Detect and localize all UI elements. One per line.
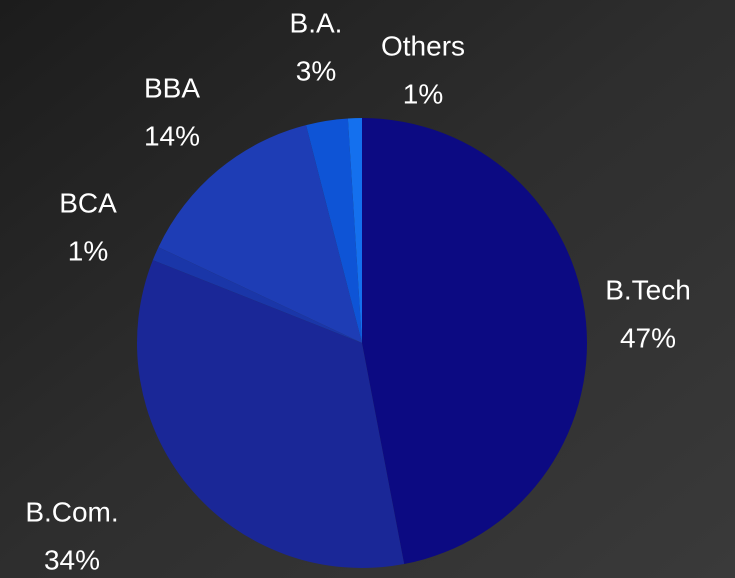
slice-value-label: 14% (144, 120, 200, 151)
slice-label: BBA (144, 72, 200, 103)
slice-value-label: 47% (620, 322, 676, 353)
slice-label: B.A. (290, 7, 343, 38)
slice-value-label: 34% (44, 544, 100, 575)
chart: B.Tech 47% B.Com. 34% BCA 1% BBA 14% B.A. 3% Other… (0, 0, 735, 578)
slice-value-label: 1% (403, 78, 443, 109)
slice-label: B.Tech (605, 274, 691, 305)
slice-label: Others (381, 30, 465, 61)
slice-label: B.Com. (25, 496, 118, 527)
slice-value-label: 1% (68, 235, 108, 266)
slice-value-label: 3% (296, 55, 336, 86)
pie (137, 118, 587, 568)
slice-label: BCA (59, 187, 117, 218)
